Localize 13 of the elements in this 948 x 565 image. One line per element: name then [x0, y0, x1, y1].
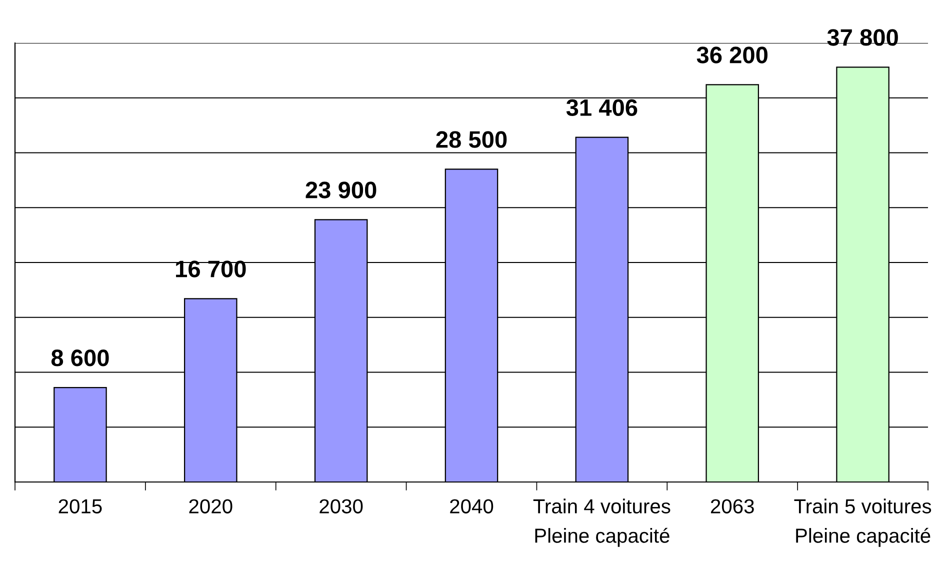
x-tick-label: 2063 — [710, 499, 754, 514]
x-tick-label: 2030 — [320, 499, 363, 514]
data-label: 28 500 — [436, 131, 507, 148]
data-label: 37 800 — [827, 29, 898, 46]
data-label: 31 406 — [566, 99, 638, 116]
x-tick-label: 2040 — [450, 499, 494, 514]
x-tick-label: 2020 — [189, 499, 232, 514]
data-label: 8 600 — [51, 350, 109, 366]
x-tick-label: 2015 — [58, 499, 102, 514]
data-label: 36 200 — [696, 46, 768, 64]
x-tick-label: Train 5 voitures Pleine capacité — [794, 498, 932, 547]
data-label: 23 900 — [306, 182, 376, 198]
x-tick-label: Train 4 voitures Pleine capacité — [533, 498, 670, 547]
